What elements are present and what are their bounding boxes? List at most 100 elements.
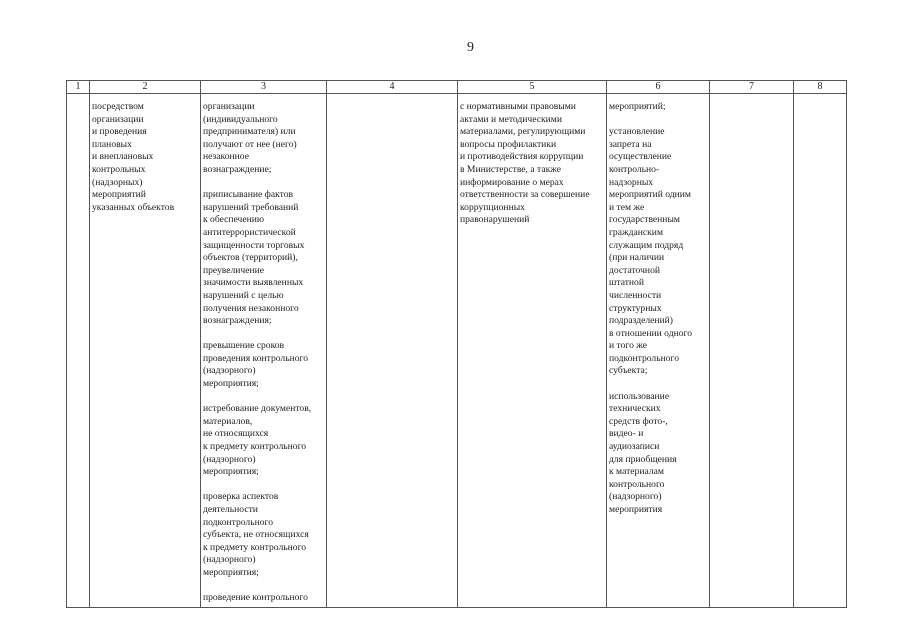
text-line: защищенности торговых [203, 239, 305, 251]
text-line: преувеличение [203, 264, 265, 276]
text-line: контрольно- [609, 163, 660, 175]
text-line: мероприятия; [203, 466, 259, 478]
text-line: подконтрольного [203, 516, 274, 528]
paragraph-gap [609, 378, 707, 391]
column-header: 4 [326, 80, 458, 94]
text-line: государственным [609, 214, 680, 226]
text-line: контрольного [609, 478, 665, 490]
text-line: организации [203, 101, 255, 112]
text-line: и противодействия коррупции [460, 151, 584, 163]
text-line: численности [609, 289, 662, 301]
text-line: объектов (территорий), [203, 252, 298, 264]
paragraph-gap [609, 114, 707, 127]
text-line: незаконное [203, 151, 249, 163]
text-line: к предмету контрольного [203, 441, 307, 453]
cell-column-7 [709, 93, 794, 608]
column-header: 6 [606, 80, 710, 94]
text-line: предпринимателя) или [203, 126, 296, 138]
paragraph-gap [203, 479, 324, 492]
text-line: вознаграждения; [203, 315, 272, 327]
table-row: посредством организации и проведения планов… [66, 93, 847, 608]
text-line: антитеррористической [203, 226, 296, 238]
cell-column-4 [326, 93, 458, 608]
text-line: (надзорных) [92, 176, 143, 188]
text-line: (индивидуального [203, 113, 278, 125]
text-line: и проведения [92, 126, 147, 138]
text-line: и того же [609, 340, 648, 352]
text-line: запрета на [609, 138, 652, 150]
text-line: получения незаконного [203, 302, 299, 314]
cell-column-1 [66, 93, 90, 608]
text-line: аудиозаписи [609, 441, 660, 453]
text-line: деятельности [203, 504, 258, 515]
text-line: надзорных [609, 176, 654, 188]
text-line: достаточной [609, 264, 660, 276]
column-number-row: 1 2 3 4 5 6 7 8 [66, 80, 847, 94]
text-line: вознаграждение; [203, 163, 272, 175]
text-line: указанных объектов [92, 201, 175, 213]
page-number: 9 [467, 40, 474, 55]
text-line: подконтрольного [609, 352, 680, 364]
column-header: 7 [709, 80, 794, 94]
text-line: истребование документов, [203, 403, 312, 415]
text-line: нарушений с целью [203, 289, 284, 301]
text-line: мероприятий; [609, 101, 666, 112]
cell-column-2: посредством организации и проведения планов… [89, 93, 201, 608]
text-line: материалами, регулирующими [460, 126, 586, 138]
text-line: получают от нее (него) [203, 138, 297, 150]
text-line: технических [609, 403, 661, 415]
text-line: и тем же [609, 201, 645, 213]
text-line: субъекта; [609, 365, 648, 377]
cell-column-6: мероприятий; установление запрета на осущес… [606, 93, 710, 608]
text-line: актами и методическими [460, 113, 563, 125]
paragraph-gap [203, 328, 324, 341]
measures-table: 1 2 3 4 5 6 7 8 посредством организации и … [66, 80, 847, 608]
text-line: штатной [609, 277, 644, 289]
text-line: мероприятий [92, 189, 146, 201]
text-line: к предмету контрольного [203, 541, 307, 553]
text-line: вопросы профилактики [460, 138, 557, 150]
text-line: гражданским [609, 226, 664, 238]
text-line: использование [609, 390, 670, 402]
text-line: субъекта, не относящихся [203, 529, 309, 541]
text-line: (при наличии [609, 252, 665, 264]
text-line: к материалам [609, 466, 664, 478]
text-line: мероприятий одним [609, 189, 692, 201]
text-line: в отношении одного [609, 327, 692, 339]
text-line: средств фото-, [609, 415, 668, 427]
text-line: плановых [92, 138, 132, 150]
text-line: (надзорного) [203, 554, 256, 566]
text-line: приписывание фактов [203, 189, 294, 201]
text-line: подразделений) [609, 315, 673, 327]
text-line: контрольных [92, 163, 146, 175]
text-line: проведение контрольного [203, 592, 308, 604]
text-line: в Министерстве, а также [460, 163, 561, 175]
text-line: превышение сроков [203, 340, 285, 352]
column-header: 1 [66, 80, 90, 94]
column-header: 2 [89, 80, 201, 94]
text-line: осуществление [609, 151, 672, 163]
text-line: для приобщения [609, 453, 677, 465]
text-line: информирование о мерах [460, 176, 564, 188]
text-line: (надзорного) [609, 491, 662, 503]
text-line: структурных [609, 302, 662, 314]
text-line: организации [92, 113, 144, 125]
text-line: служащим подряд [609, 239, 684, 251]
text-line: значимости выявленных [203, 277, 304, 289]
text-line: (надзорного) [203, 453, 256, 465]
paragraph-gap [203, 177, 324, 190]
cell-column-8 [793, 93, 847, 608]
text-line: нарушений требований [203, 201, 299, 213]
text-line: проведения контрольного [203, 352, 309, 364]
text-line: с нормативными правовыми [460, 101, 576, 112]
text-line: и внеплановых [92, 151, 154, 163]
text-line: мероприятия; [203, 566, 259, 578]
cell-column-5: с нормативными правовыми актами и методич… [457, 93, 607, 608]
text-line: не относящихся [203, 428, 269, 440]
text-line: коррупционных [460, 201, 525, 213]
cell-column-3: организации (индивидуального предпринимате… [200, 93, 327, 608]
text-line: материалов, [203, 415, 253, 427]
text-line: посредством [92, 101, 144, 112]
text-line: мероприятия [609, 504, 663, 515]
paragraph-gap [203, 391, 324, 404]
